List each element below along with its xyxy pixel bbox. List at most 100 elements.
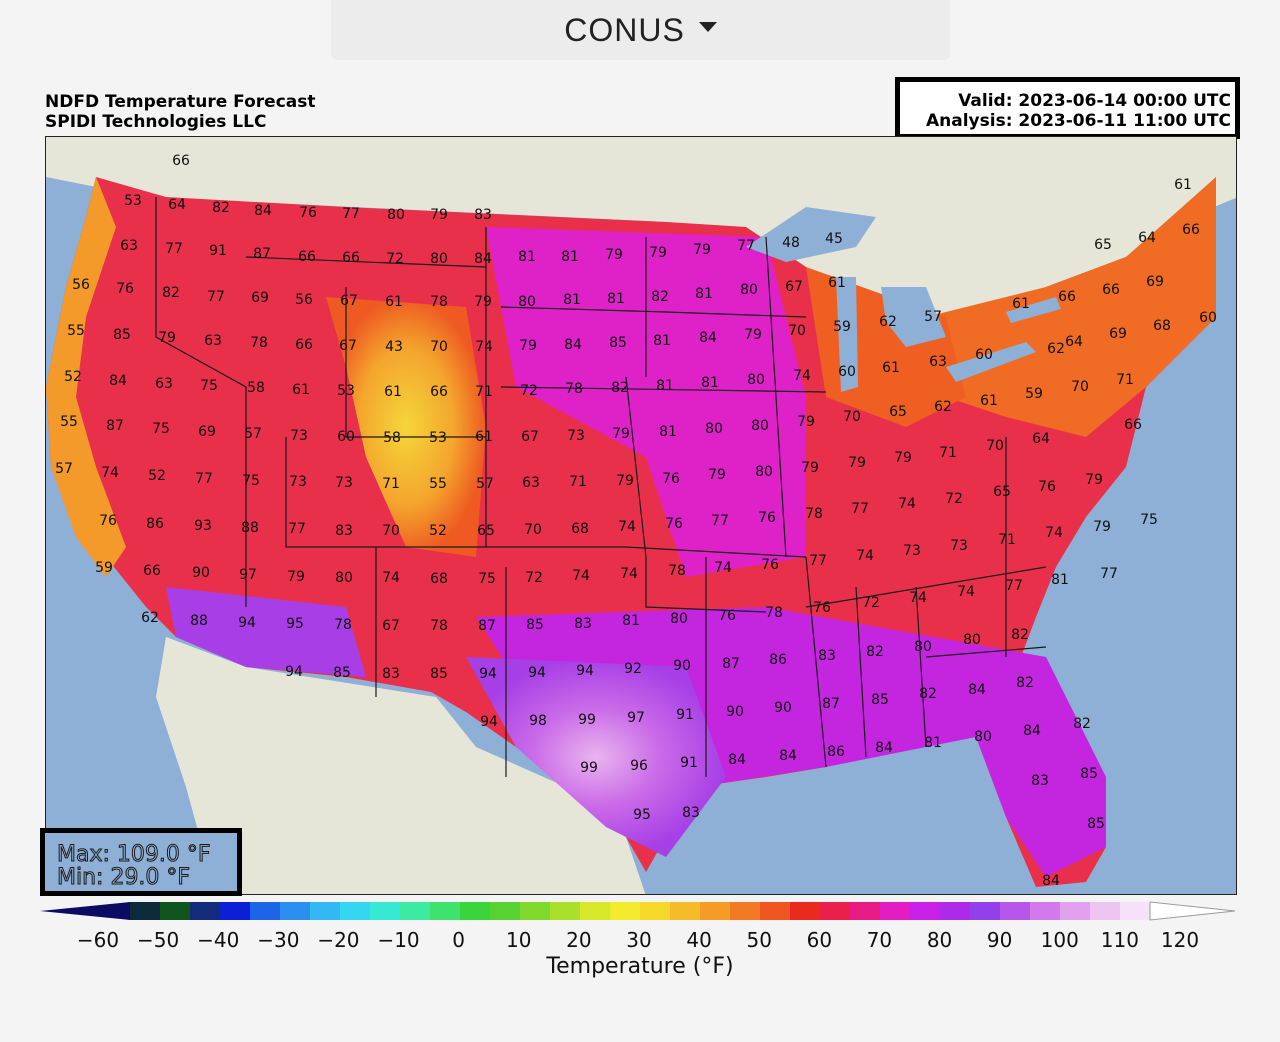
forecast-value: 62 <box>934 399 952 415</box>
forecast-value: 74 <box>620 566 638 582</box>
forecast-value: 74 <box>618 519 636 535</box>
forecast-value: 61 <box>828 275 846 291</box>
chevron-down-icon <box>698 22 717 32</box>
forecast-value: 86 <box>769 652 787 668</box>
forecast-value: 82 <box>1016 675 1034 691</box>
forecast-value: 61 <box>1012 296 1030 312</box>
forecast-value: 85 <box>1087 816 1105 832</box>
forecast-value: 77 <box>809 553 827 569</box>
colorbar-bin <box>160 902 191 920</box>
forecast-value: 74 <box>382 570 400 586</box>
forecast-value: 97 <box>627 710 645 726</box>
lake-michigan <box>836 277 858 392</box>
forecast-value: 58 <box>247 380 265 396</box>
forecast-value: 84 <box>968 682 986 698</box>
forecast-value: 71 <box>382 476 400 492</box>
colorbar-bin <box>430 902 461 920</box>
forecast-value: 81 <box>518 249 536 265</box>
forecast-value: 80 <box>974 729 992 745</box>
colorbar-bin <box>1120 902 1151 920</box>
region-select[interactable]: CONUS <box>331 0 950 60</box>
colorbar-tick-label: 50 <box>746 928 772 952</box>
forecast-value: 87 <box>722 656 740 672</box>
colorbar-bin <box>820 902 851 920</box>
forecast-value: 73 <box>289 474 307 490</box>
forecast-value: 57 <box>924 309 942 325</box>
forecast-value: 76 <box>662 471 680 487</box>
colorbar-bin <box>1030 902 1061 920</box>
colorbar-bin <box>640 902 671 920</box>
texas-hot <box>466 657 726 857</box>
forecast-value: 81 <box>701 375 719 391</box>
forecast-value: 79 <box>612 426 630 442</box>
forecast-value: 52 <box>429 523 447 539</box>
forecast-value: 79 <box>430 207 448 223</box>
forecast-value: 63 <box>204 333 222 349</box>
forecast-value: 70 <box>430 339 448 355</box>
forecast-value: 88 <box>241 520 259 536</box>
forecast-value: 72 <box>520 383 538 399</box>
forecast-value: 81 <box>622 613 640 629</box>
forecast-value: 74 <box>856 548 874 564</box>
forecast-value: 78 <box>430 294 448 310</box>
forecast-value: 61 <box>882 360 900 376</box>
forecast-value: 85 <box>430 666 448 682</box>
forecast-value: 64 <box>1032 431 1050 447</box>
forecast-value: 57 <box>244 426 262 442</box>
forecast-value: 82 <box>919 686 937 702</box>
colorbar-bin <box>400 902 431 920</box>
canada-land <box>46 137 1236 367</box>
forecast-value: 55 <box>67 323 85 339</box>
forecast-value: 81 <box>563 292 581 308</box>
forecast-value: 90 <box>673 658 691 674</box>
temperature-map: 66 53 64 82 84 76 77 80 79 83 63 77 91 87 66 66 72 80 84 81… <box>45 136 1237 895</box>
forecast-value: 84 <box>875 740 893 756</box>
forecast-value: 63 <box>522 475 540 491</box>
colorbar-bin <box>880 902 911 920</box>
valid-time-box: Valid: 2023-06-14 00:00 UTC Analysis: 20… <box>895 77 1240 139</box>
forecast-value: 79 <box>287 569 305 585</box>
forecast-value: 69 <box>1146 274 1164 290</box>
forecast-value: 81 <box>659 424 677 440</box>
forecast-value: 75 <box>200 378 218 394</box>
forecast-value: 67 <box>382 618 400 634</box>
forecast-value: 80 <box>914 639 932 655</box>
forecast-value: 81 <box>656 378 674 394</box>
forecast-value: 79 <box>616 473 634 489</box>
forecast-value: 84 <box>1023 723 1041 739</box>
forecast-value: 85 <box>113 327 131 343</box>
forecast-value: 90 <box>192 565 210 581</box>
colorbar-bin <box>550 902 581 920</box>
forecast-value: 53 <box>124 193 142 209</box>
colorbar-bin <box>340 902 371 920</box>
forecast-value: 66 <box>342 250 360 266</box>
colorbar-bin <box>460 902 491 920</box>
forecast-value: 70 <box>1071 379 1089 395</box>
colorbar-bin <box>670 902 701 920</box>
northeast-orange <box>926 177 1216 437</box>
colorbar-bin <box>190 902 221 920</box>
colorbar-tick-label: −30 <box>257 928 300 952</box>
forecast-value: 69 <box>198 424 216 440</box>
forecast-value: 70 <box>382 523 400 539</box>
forecast-value: 78 <box>250 335 268 351</box>
colorbar-bin <box>730 902 761 920</box>
colorbar-tick-label: −10 <box>377 928 420 952</box>
forecast-value: 74 <box>101 465 119 481</box>
forecast-value: 99 <box>578 712 596 728</box>
forecast-value: 87 <box>478 618 496 634</box>
forecast-value: 91 <box>676 707 694 723</box>
forecast-value: 52 <box>148 468 166 484</box>
forecast-value: 75 <box>478 571 496 587</box>
colorbar-bin <box>520 902 551 920</box>
forecast-value: 78 <box>334 617 352 633</box>
forecast-value: 74 <box>475 339 493 355</box>
lake-ontario <box>1006 297 1061 323</box>
forecast-value: 77 <box>737 238 755 254</box>
forecast-value: 94 <box>285 664 303 680</box>
forecast-value: 56 <box>72 277 90 293</box>
forecast-value: 87 <box>822 696 840 712</box>
forecast-value: 68 <box>430 571 448 587</box>
forecast-value: 87 <box>253 246 271 262</box>
colorbar-bin <box>280 902 311 920</box>
